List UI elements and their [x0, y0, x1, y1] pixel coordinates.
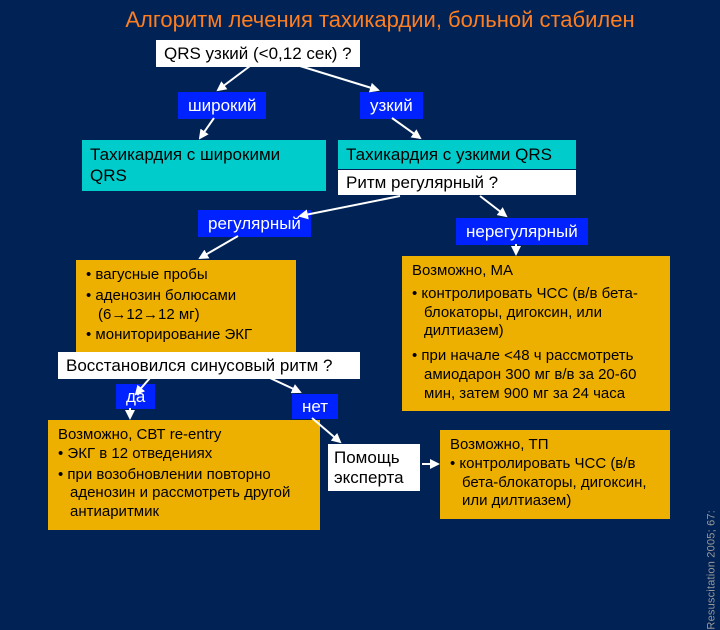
svt-item-2: при возобновлении повторно аденозин и ра… [58, 466, 310, 522]
question-rhythm-regular: Ритм регулярный ? [338, 170, 576, 195]
question-qrs-width: QRS узкий (<0,12 сек) ? [156, 40, 360, 67]
expert-help-box: Помощь эксперта [328, 444, 420, 491]
ma-item-1: контролировать ЧСС (в/в бета-блокаторы, … [412, 285, 660, 341]
tp-item-1: контролировать ЧСС (в/в бета-блокаторы, … [450, 455, 660, 511]
branch-yes: да [116, 384, 155, 409]
svt-reentry-box: Возможно, СВТ re-entry ЭКГ в 12 отведени… [48, 420, 320, 530]
regular-item-2: аденозин болюсами (6→12→12 мг) [86, 287, 286, 325]
branch-wide: широкий [178, 92, 266, 119]
page-title: Алгоритм лечения тахикардии, больной ста… [60, 6, 700, 34]
svt-item-1: ЭКГ в 12 отведениях [58, 445, 310, 464]
branch-narrow: узкий [360, 92, 423, 119]
branch-no: нет [292, 394, 338, 419]
irregular-ma-box: Возможно, МА контролировать ЧСС (в/в бет… [402, 256, 670, 411]
regular-item-1: вагусные пробы [86, 266, 286, 285]
citation-text: Resuscitation 2005; 67: [706, 510, 718, 630]
branch-irregular: нерегулярный [456, 218, 588, 245]
ma-heading: Возможно, МА [412, 262, 660, 281]
stage: Алгоритм лечения тахикардии, больной ста… [0, 0, 720, 540]
question-sinus-restored: Восстановился синусовый ритм ? [58, 352, 360, 379]
branch-regular: регулярный [198, 210, 311, 237]
regular-item-3: мониторирование ЭКГ [86, 326, 286, 345]
svt-heading: Возможно, СВТ re-entry [58, 426, 310, 445]
narrow-qrs-box: Тахикардия с узкими QRS [338, 140, 576, 169]
tp-box: Возможно, ТП контролировать ЧСС (в/в бет… [440, 430, 670, 519]
tp-heading: Возможно, ТП [450, 436, 660, 455]
wide-qrs-box: Тахикардия с широкими QRS [82, 140, 326, 191]
ma-item-2: при начале <48 ч рассмотреть амиодарон 3… [412, 347, 660, 403]
regular-actions-box: вагусные пробы аденозин болюсами (6→12→1… [76, 260, 296, 353]
